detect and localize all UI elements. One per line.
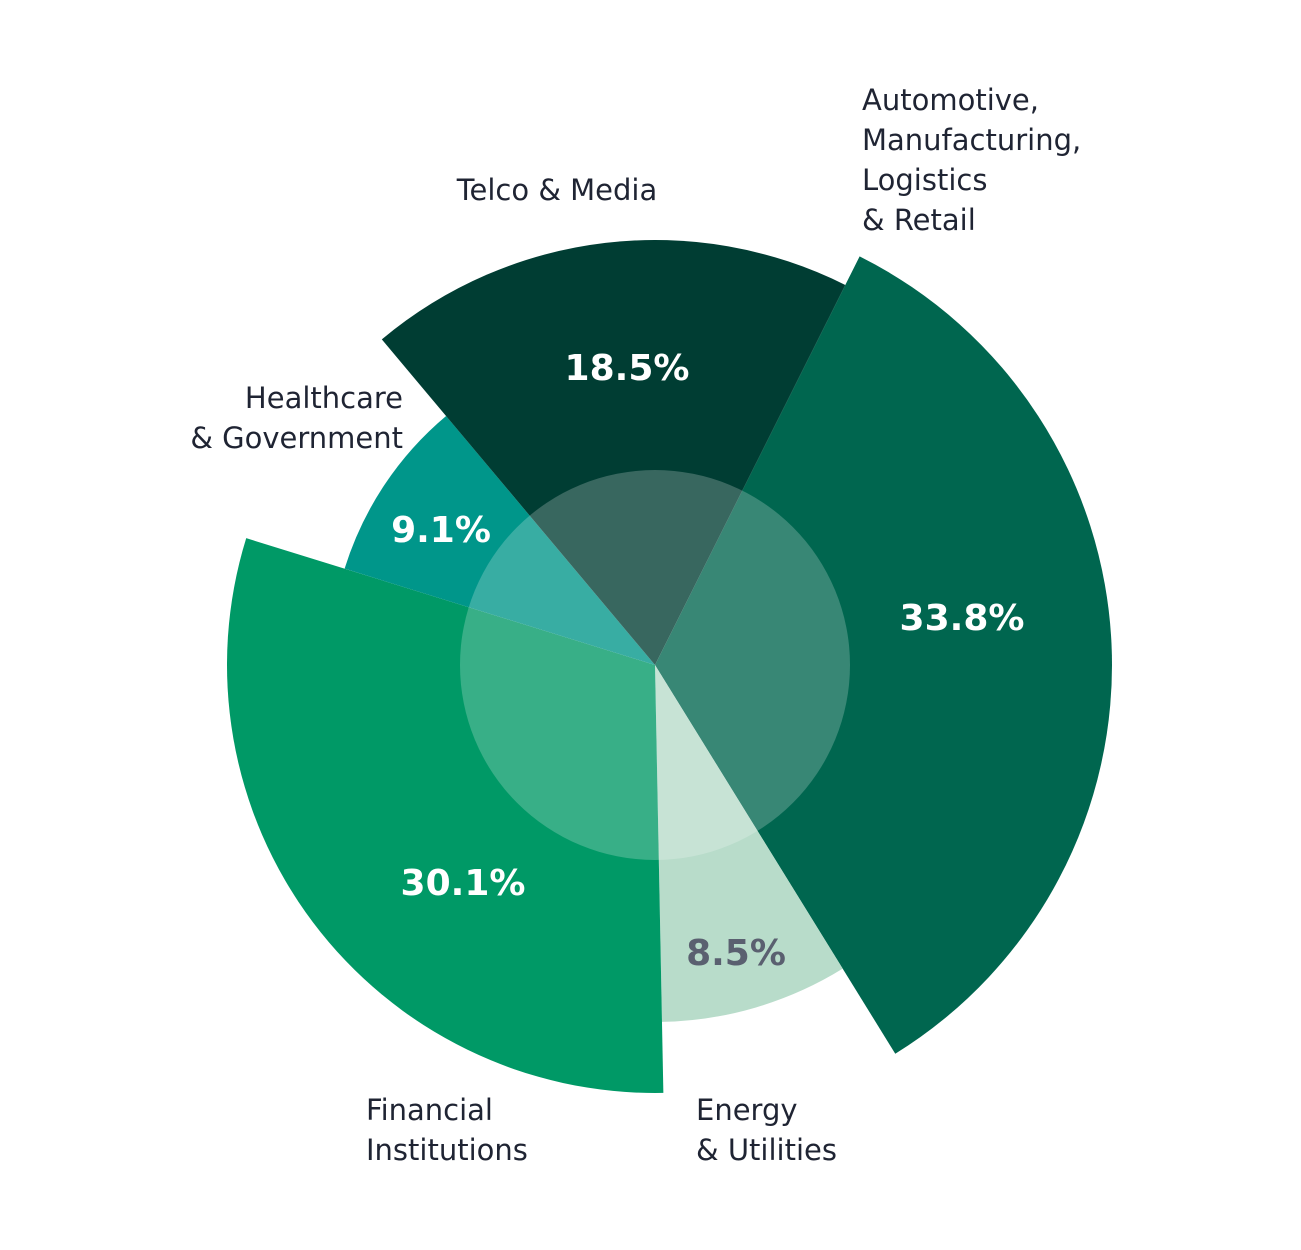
category-label: Energy & Utilities: [696, 1093, 837, 1167]
category-label: Healthcare & Government: [190, 381, 403, 455]
inner-highlight: [460, 470, 850, 860]
category-label: Telco & Media: [456, 173, 658, 207]
value-label: 8.5%: [686, 933, 786, 974]
value-label: 18.5%: [565, 348, 690, 389]
value-label: 30.1%: [401, 863, 526, 904]
category-label: Financial Institutions: [366, 1093, 528, 1167]
pie-slice: [381, 240, 846, 665]
value-label: 33.8%: [900, 598, 1025, 639]
pie-slice: [655, 665, 843, 1022]
pie-slice: [344, 416, 655, 665]
value-label: 9.1%: [391, 510, 491, 551]
category-label: Automotive, Manufacturing, Logistics & R…: [862, 83, 1082, 237]
pie-slice: [226, 538, 664, 1093]
pie-slice: [655, 256, 1112, 1054]
